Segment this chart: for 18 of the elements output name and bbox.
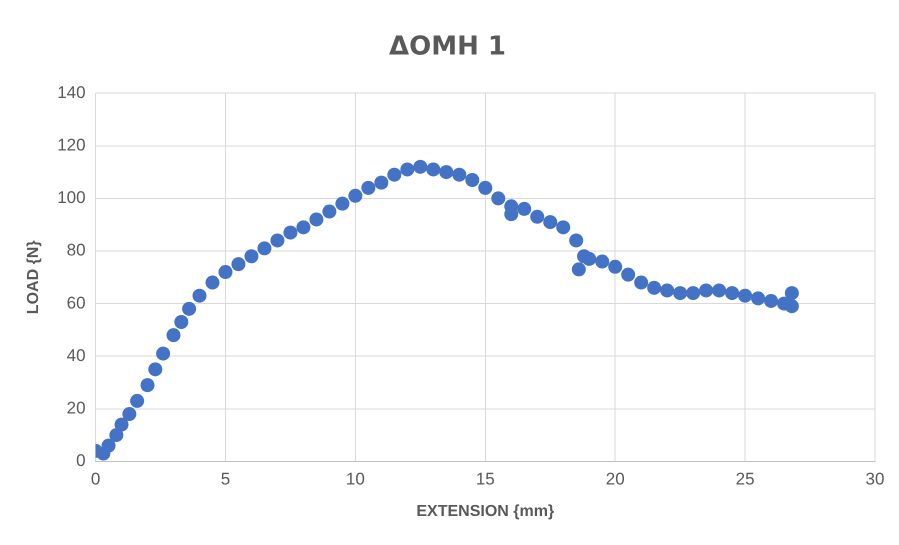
y-tick-label: 120 (57, 135, 86, 154)
y-tick-label: 60 (66, 293, 86, 312)
x-tick-label: 30 (866, 469, 884, 488)
y-tick-label: 0 (76, 451, 86, 470)
y-tick-label: 140 (57, 82, 86, 102)
chart-title: ΔΟΜΗ 1 (389, 31, 506, 62)
x-tick-label: 10 (346, 469, 365, 488)
y-tick-label: 40 (66, 346, 86, 365)
x-tick-label: 25 (736, 469, 755, 488)
x-tick-label: 15 (476, 469, 495, 488)
y-axis-title: LOAD {N} (25, 240, 42, 314)
x-axis-title: EXTENSION {mm} (416, 502, 554, 520)
x-tick-label: 0 (90, 469, 100, 488)
x-tick-label: 20 (606, 469, 625, 488)
y-tick-label: 80 (66, 240, 86, 260)
y-tick-label: 100 (57, 188, 86, 208)
x-tick-label: 5 (220, 469, 230, 488)
y-tick-label: 20 (66, 398, 86, 418)
